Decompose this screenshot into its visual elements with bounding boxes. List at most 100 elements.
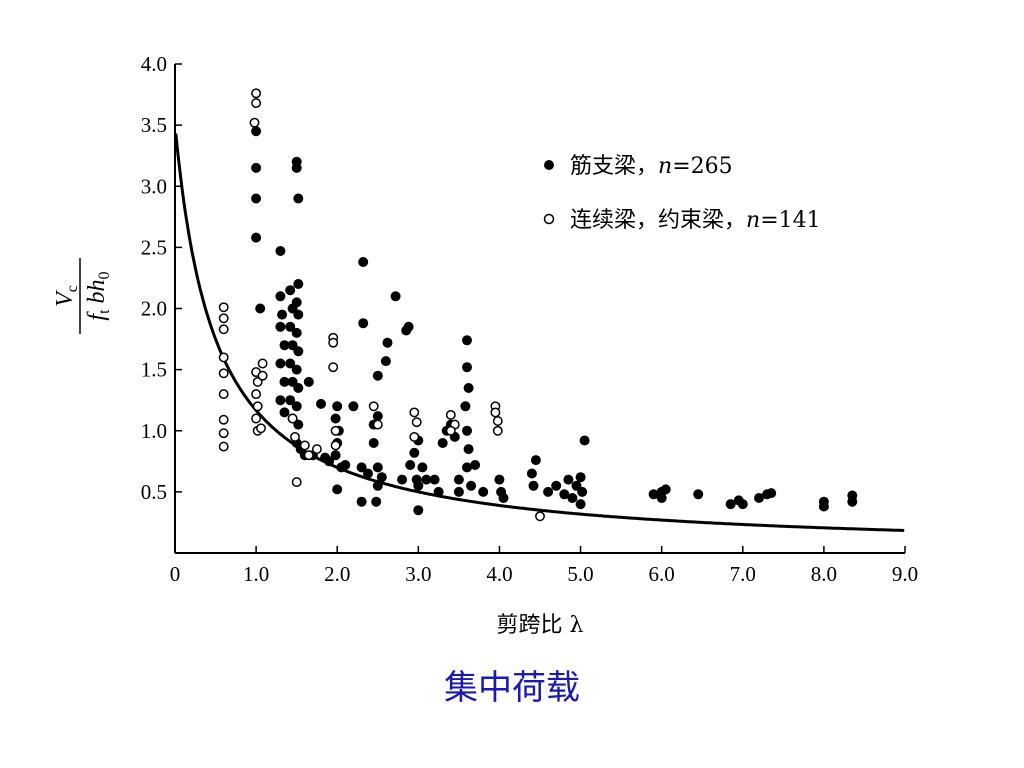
filled-data-point: [291, 401, 302, 412]
open-data-point: [492, 425, 503, 436]
filled-data-point: [293, 279, 304, 289]
filled-data-point: [372, 480, 383, 491]
open-data-point: [291, 477, 302, 488]
fit-curve: [174, 133, 905, 532]
filled-data-point: [413, 505, 424, 516]
filled-data-point: [528, 480, 539, 491]
open-data-point: [492, 416, 503, 426]
filled-data-point: [285, 395, 296, 406]
filled-data-point: [460, 401, 471, 412]
open-data-point: [256, 423, 266, 434]
filled-data-point: [330, 413, 341, 424]
axes: 0.5 1.0 1.5 2.0 2.5 3.0 3.5 4.0 0 1.0 2.0 3.0 4.0 5.0…: [141, 52, 918, 586]
filled-data-point: [291, 297, 302, 308]
filled-data-point: [277, 309, 288, 320]
fit-curve-layer: [174, 133, 905, 532]
filled-data-point: [567, 493, 578, 503]
open-data-point: [218, 414, 229, 425]
open-data-point: [328, 337, 339, 348]
filled-data-point: [340, 460, 351, 470]
y-label-numerator: Vc: [52, 285, 81, 307]
open-data-point: [330, 425, 341, 436]
filled-data-point: [847, 496, 858, 507]
filled-data-point: [397, 474, 408, 485]
filled-data-point: [563, 474, 574, 485]
filled-data-point: [462, 362, 472, 373]
open-data-point: [303, 450, 314, 461]
filled-data-point: [285, 285, 296, 296]
filled-data-point: [494, 474, 505, 485]
data-points-layer: [218, 88, 858, 522]
filled-data-point: [462, 425, 472, 436]
filled-data-point: [291, 162, 302, 173]
filled-data-point: [332, 484, 343, 495]
filled-data-point: [251, 126, 262, 137]
filled-data-point: [417, 462, 428, 473]
open-data-point: [445, 425, 456, 436]
filled-data-point: [409, 447, 420, 458]
filled-data-point: [356, 496, 367, 507]
filled-data-point: [251, 193, 262, 204]
filled-data-point: [293, 193, 304, 204]
open-data-point: [251, 389, 262, 400]
legend-label-1: 筋支梁，n=265: [570, 154, 733, 179]
filled-data-point: [403, 321, 414, 332]
y-tick-label: 1.0: [141, 419, 167, 443]
x-tick-label: 0: [170, 562, 181, 586]
open-data-point: [251, 98, 262, 109]
y-tick-label: 0.5: [141, 480, 167, 504]
open-data-point: [328, 362, 339, 373]
y-tick-label: 2.0: [141, 297, 167, 321]
filled-data-point: [462, 462, 472, 473]
filled-data-point: [293, 346, 304, 357]
filled-data-point: [453, 486, 464, 497]
legend-open-marker: [543, 213, 555, 225]
filled-data-point: [371, 496, 382, 507]
filled-data-point: [470, 460, 481, 470]
filled-data-point: [660, 484, 671, 495]
filled-data-point: [251, 232, 262, 243]
open-data-point: [490, 407, 501, 418]
y-tick-label: 2.5: [141, 235, 167, 259]
filled-data-point: [303, 376, 314, 387]
open-data-point: [251, 413, 262, 424]
x-tick-label: 2.0: [324, 562, 350, 586]
y-tick-label: 4.0: [141, 52, 167, 76]
filled-data-point: [382, 337, 393, 348]
filled-data-point: [754, 493, 764, 503]
x-tick-label: 9.0: [892, 562, 918, 586]
filled-data-point: [498, 493, 509, 503]
chart-caption: 集中荷载: [444, 668, 580, 708]
filled-data-point: [648, 489, 659, 500]
filled-data-point: [575, 472, 586, 483]
open-data-point: [218, 428, 229, 439]
filled-data-point: [725, 499, 736, 510]
filled-data-point: [324, 456, 335, 467]
filled-data-point: [693, 489, 704, 500]
filled-data-point: [559, 489, 570, 500]
filled-data-point: [766, 488, 777, 499]
filled-data-point: [291, 327, 302, 338]
open-data-point: [368, 401, 379, 412]
filled-data-point: [291, 364, 302, 375]
x-tick-label: 1.0: [243, 562, 269, 586]
filled-data-point: [466, 480, 477, 491]
filled-data-point: [275, 246, 286, 256]
open-data-point: [299, 440, 310, 451]
open-data-point: [252, 401, 263, 412]
filled-data-point: [463, 444, 474, 455]
filled-data-point: [421, 474, 432, 485]
filled-data-point: [279, 340, 290, 351]
x-tick-label: 4.0: [486, 562, 512, 586]
filled-data-point: [363, 468, 373, 479]
open-data-point: [287, 413, 298, 424]
open-data-point: [257, 370, 268, 381]
filled-data-point: [372, 370, 383, 381]
filled-data-point: [551, 480, 562, 491]
filled-data-point: [285, 321, 296, 332]
open-data-point: [311, 444, 322, 455]
filled-data-point: [255, 303, 266, 314]
filled-data-point: [579, 435, 590, 446]
